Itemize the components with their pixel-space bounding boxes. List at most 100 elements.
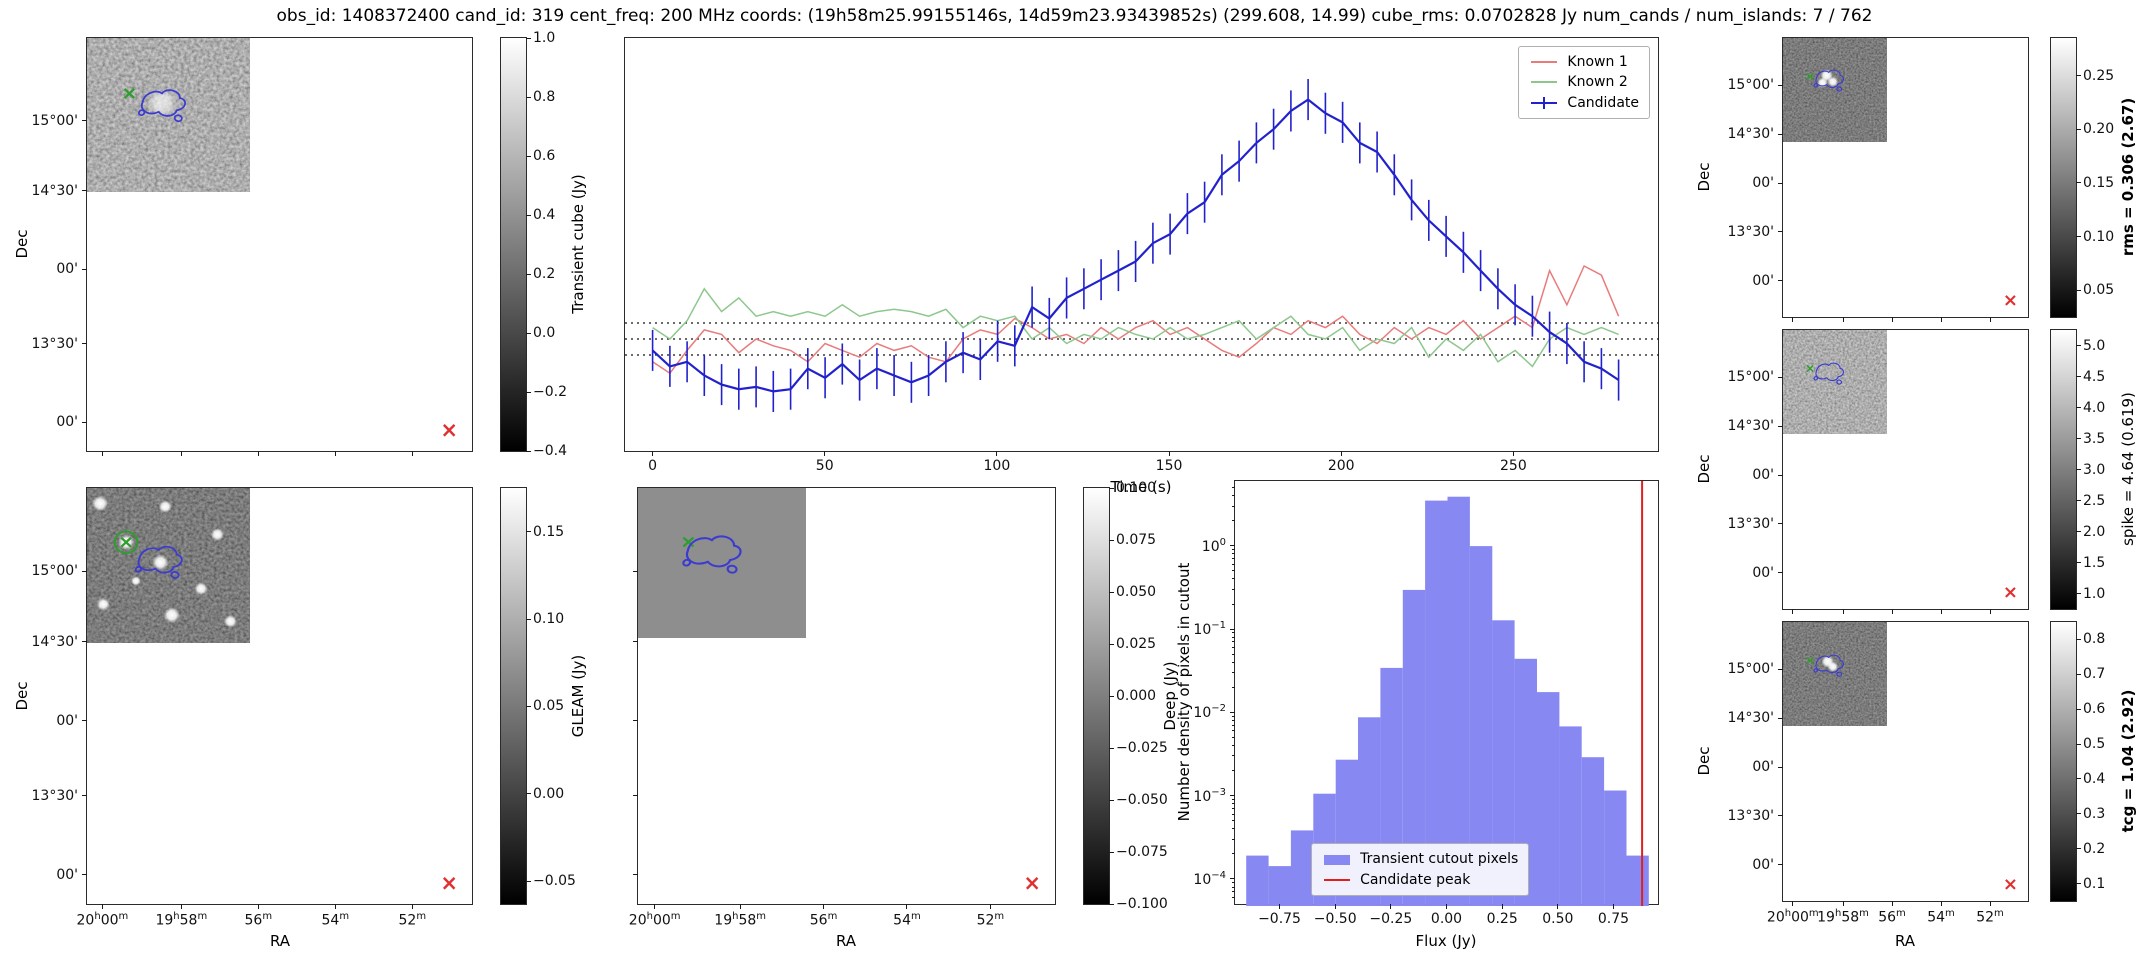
- tick-mark: [633, 795, 638, 797]
- ra-tick-label: 56m: [1878, 908, 1906, 926]
- dec-tick-label: 00': [1752, 856, 1774, 873]
- tick-mark: [411, 451, 413, 456]
- tick-mark: [526, 450, 531, 452]
- transient-cutout-panel: × 15°00' 14°30' 00' 13°30' 00': [32, 37, 473, 456]
- tick-mark: [1232, 588, 1235, 590]
- tick-mark: [1230, 545, 1235, 547]
- colorbar-tick-label: 0.7: [2083, 666, 2106, 683]
- tick-mark: [1232, 803, 1235, 805]
- tick-mark: [1940, 901, 1942, 906]
- tick-mark: [1842, 901, 1844, 906]
- gleam-cutout-panel: × 15°00' 14°30' 00' 13°30' 00' 20h00m 19h58m 56…: [32, 487, 473, 928]
- tick-mark: [1778, 474, 1783, 476]
- candidate-position-x-icon: ×: [440, 418, 458, 442]
- tick-mark: [1232, 549, 1235, 551]
- tick-mark: [2076, 75, 2081, 77]
- tick-mark: [1232, 882, 1235, 884]
- deep-cutout-panel: × 20h00m 19h58m 56m 54m 52m: [629, 487, 1056, 928]
- tick-mark: [1232, 641, 1235, 643]
- colorbar-tick-label: −0.4: [533, 443, 567, 459]
- colorbar-tick-label: 0.05: [533, 698, 565, 715]
- tick-mark: [2076, 438, 2081, 439]
- tick-mark: [1891, 317, 1893, 322]
- time-tick-label: 150: [1155, 458, 1183, 474]
- tick-mark: [82, 343, 87, 345]
- legend-symbol-patch: [1322, 853, 1352, 867]
- tick-mark: [1792, 317, 1794, 322]
- ra-tick-label: 19h58m: [714, 911, 767, 929]
- legend-label: Known 1: [1567, 54, 1628, 70]
- legend-label: Transient cutout pixels: [1360, 851, 1519, 868]
- tick-mark: [739, 904, 741, 909]
- candidate-position-x-icon: ×: [1023, 871, 1041, 895]
- tcg-colorbar: 0.8 0.7 0.6 0.5 0.4 0.3 0.2 0.1: [2050, 621, 2105, 902]
- candidate-position-x-icon: ×: [440, 871, 458, 895]
- tick-mark: [2076, 469, 2081, 470]
- tick-mark: [1989, 609, 1991, 614]
- dec-axis-label: Dec: [13, 229, 31, 259]
- colorbar-tick-label: 1.5: [2083, 554, 2106, 571]
- dec-tick-label: 00': [1752, 759, 1774, 776]
- candidate-position-x-icon: ×: [2002, 582, 2018, 603]
- dec-tick-label: 00': [56, 414, 78, 431]
- tick-mark: [1109, 591, 1114, 593]
- tick-mark: [1232, 886, 1235, 888]
- tick-mark: [526, 880, 531, 882]
- colorbar-tick-label: 0.2: [2083, 840, 2106, 857]
- tick-mark: [2076, 345, 2081, 346]
- tick-mark: [1557, 904, 1559, 909]
- tick-mark: [1232, 653, 1235, 655]
- legend-symbol: [1529, 75, 1559, 89]
- tick-mark: [1109, 695, 1114, 697]
- deep-colorbar: 0.100 0.075 0.050 0.025 0.000 −0.025 −0.050 −0.…: [1083, 481, 1168, 911]
- flux-tick-label: −0.50: [1313, 911, 1357, 927]
- histogram-y-axis-label: Number density of pixels in cutout: [1175, 562, 1193, 822]
- colorbar-tick-label: 0.25: [2083, 67, 2115, 84]
- flux-tick-label: −0.25: [1369, 911, 1413, 927]
- tick-mark: [526, 705, 531, 707]
- spike-colorbar-label: spike = 4.64 (0.619): [2119, 392, 2137, 546]
- tick-mark: [989, 904, 991, 909]
- tick-mark: [1279, 904, 1281, 909]
- tick-mark: [1232, 686, 1235, 688]
- colorbar-tick-label: 0.0: [533, 325, 556, 341]
- colorbar-tick-label: 0.4: [2083, 770, 2106, 787]
- tick-mark: [1232, 891, 1235, 893]
- tick-mark: [1168, 451, 1170, 456]
- spike-colorbar: 5.0 4.5 4.0 3.5 3.0 2.5 2.0 1.5 1.0: [2050, 329, 2105, 610]
- tick-mark: [180, 451, 182, 456]
- tick-mark: [101, 451, 103, 456]
- tick-mark: [1334, 904, 1336, 909]
- rms-cutout-panel: × 15°00' 14°30' 00' 13°30' 00': [1728, 37, 2029, 322]
- colorbar-tick-label: 0.20: [2083, 121, 2115, 138]
- tick-mark: [1232, 715, 1235, 717]
- deep-cutout-image: [638, 488, 806, 638]
- tick-mark: [1230, 795, 1235, 797]
- tick-mark: [1940, 317, 1942, 322]
- tick-mark: [1446, 904, 1447, 909]
- dec-axis-label: Dec: [1695, 746, 1713, 776]
- tick-mark: [1109, 799, 1114, 801]
- tick-mark: [1989, 901, 1991, 906]
- colorbar-tick-label: −0.075: [1116, 844, 1168, 860]
- colorbar-tick-label: 0.050: [1116, 584, 1157, 600]
- flux-tick-label: 0.50: [1542, 911, 1574, 927]
- tick-mark: [2076, 883, 2081, 885]
- tick-mark: [82, 190, 87, 192]
- histogram-legend: Transient cutout pixels Candidate peak: [1311, 843, 1530, 896]
- tick-mark: [1390, 904, 1392, 909]
- tick-mark: [1612, 904, 1614, 909]
- tick-mark: [1232, 520, 1235, 522]
- tick-mark: [1232, 736, 1235, 738]
- candidate-position-x-icon: ×: [2002, 874, 2018, 895]
- tcg-cutout-panel: × 15°00' 14°30' 00' 13°30' 00' 20h00m 19h58m 56…: [1728, 621, 2029, 925]
- gleam-colorbar-label: GLEAM (Jy): [569, 654, 587, 738]
- tick-mark: [1232, 896, 1235, 898]
- tick-mark: [1232, 813, 1235, 815]
- tick-mark: [180, 904, 182, 909]
- time-tick-label: 100: [983, 458, 1011, 474]
- tick-mark: [1232, 487, 1235, 489]
- tick-mark: [633, 874, 638, 876]
- colorbar-tick-label: −0.025: [1116, 740, 1168, 756]
- histogram-panel: Transient cutout pixels Candidate peak −…: [1193, 480, 1659, 926]
